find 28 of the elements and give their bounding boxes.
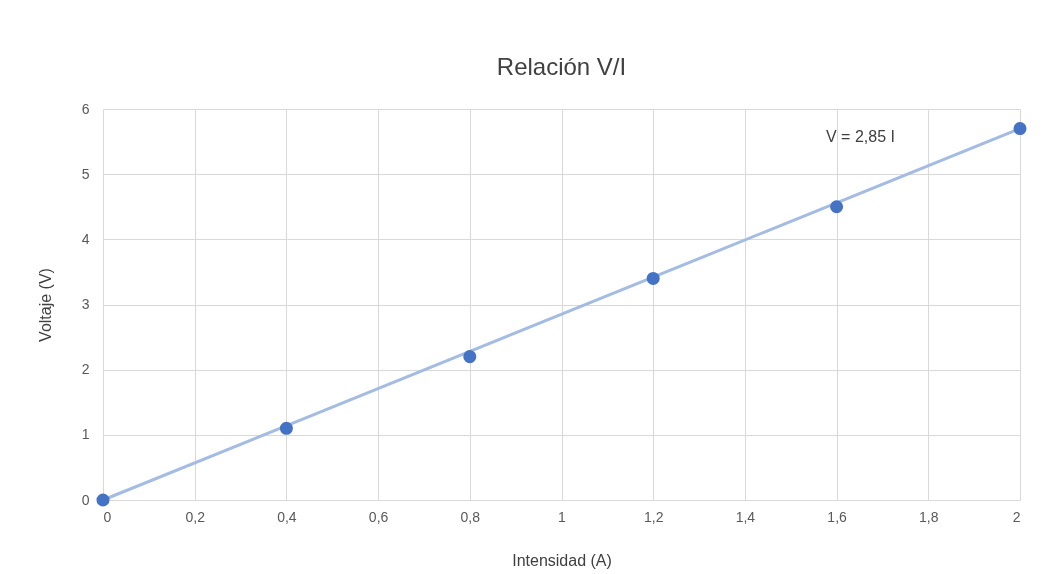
- point: [1013, 122, 1027, 136]
- x-tick-label: 0,4: [277, 508, 297, 525]
- x-tick-label: 1,4: [735, 508, 756, 525]
- x-tick-label: 1,2: [643, 508, 664, 525]
- x-tick-label: 0,8: [460, 508, 481, 525]
- annotation: V = 2,85 I: [826, 128, 895, 145]
- x-axis-title: Intensidad (A): [512, 551, 612, 569]
- point: [463, 350, 477, 364]
- point: [830, 200, 844, 214]
- point: [279, 421, 293, 435]
- x-tick-label: 0: [103, 508, 112, 525]
- y-tick-label: 4: [81, 230, 90, 247]
- y-tick-label: 0: [81, 491, 90, 508]
- x-tick-label: 2: [1012, 508, 1021, 525]
- x-tick-label: 1,6: [827, 508, 848, 525]
- chart-title: Relación V/I: [496, 53, 627, 80]
- x-tick-label: 0,2: [185, 508, 206, 525]
- y-tick-label: 2: [81, 361, 90, 378]
- x-tick-label: 1: [558, 508, 567, 525]
- y-axis-title: Voltaje (V): [36, 268, 54, 342]
- y-tick-label: 6: [81, 100, 90, 117]
- point: [96, 493, 110, 507]
- x-tick-label: 0,6: [368, 508, 389, 525]
- y-tick-label: 3: [81, 296, 90, 312]
- y-tick-label: 1: [81, 426, 90, 443]
- point: [646, 271, 660, 285]
- x-tick-label: 1,8: [919, 508, 939, 525]
- y-tick-label: 5: [81, 165, 90, 182]
